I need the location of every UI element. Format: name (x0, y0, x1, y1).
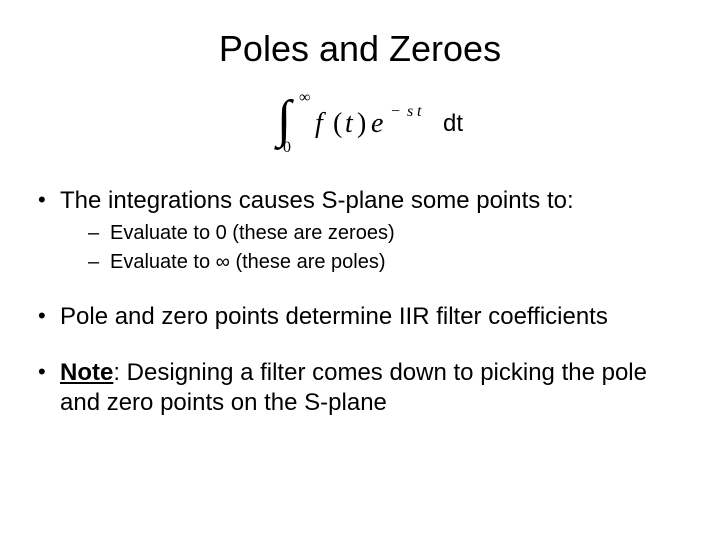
exp-minus: − (391, 103, 400, 120)
upper-limit: ∞ (299, 89, 310, 106)
integrand-f: f (315, 108, 326, 139)
bullet-3-text: : Designing a filter comes down to picki… (60, 359, 647, 416)
integral-formula: ∫ ∞ 0 f ( t ) e − s t (255, 88, 445, 154)
bullet-1-sublist: Evaluate to 0 (these are zeroes) Evaluat… (88, 220, 690, 276)
formula-region: ∫ ∞ 0 f ( t ) e − s t dt (30, 88, 690, 158)
paren-open: ( (333, 108, 342, 139)
bullet-3: Note: Designing a filter comes down to p… (34, 358, 690, 418)
bullet-2: Pole and zero points determine IIR filte… (34, 302, 690, 332)
bullet-1-sub-1: Evaluate to 0 (these are zeroes) (88, 220, 690, 247)
bullet-list: The integrations causes S-plane some poi… (34, 186, 690, 418)
lower-limit: 0 (283, 139, 291, 154)
slide-title: Poles and Zeroes (30, 28, 690, 70)
bullet-1: The integrations causes S-plane some poi… (34, 186, 690, 276)
paren-close: ) (357, 108, 366, 139)
exp-s: s (407, 103, 413, 120)
bullet-2-text: Pole and zero points determine IIR filte… (60, 303, 608, 330)
exp-t: t (417, 103, 422, 120)
dt-text: dt (443, 110, 463, 137)
formula-wrap: ∫ ∞ 0 f ( t ) e − s t dt (255, 88, 465, 154)
exp-e: e (371, 108, 383, 139)
slide: Poles and Zeroes ∫ ∞ 0 f ( t ) e (0, 0, 720, 540)
note-label: Note (60, 359, 113, 386)
bullet-1-text: The integrations causes S-plane some poi… (60, 187, 574, 214)
integrand-t: t (345, 108, 354, 139)
bullet-1-sub-2: Evaluate to ∞ (these are poles) (88, 249, 690, 276)
